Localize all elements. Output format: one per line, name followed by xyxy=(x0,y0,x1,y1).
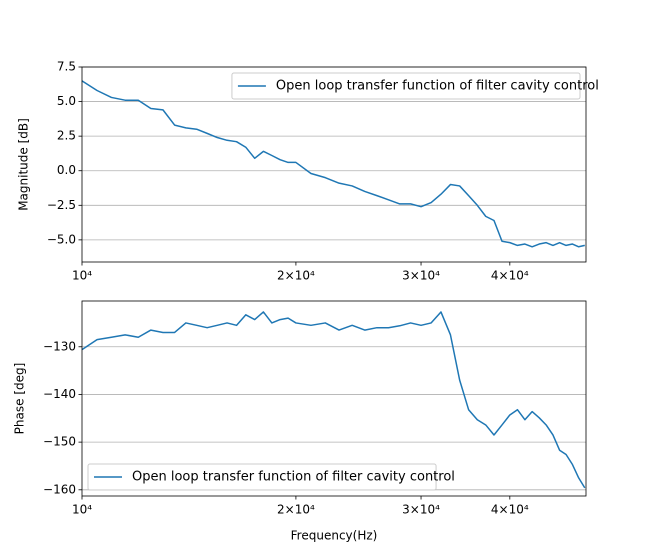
y-tick-label: −140 xyxy=(43,387,76,401)
x-tick-label: 10⁴ xyxy=(72,269,92,283)
y-tick-label: −130 xyxy=(43,339,76,353)
y-axis-label: Phase [deg] xyxy=(13,363,27,435)
legend: Open loop transfer function of filter ca… xyxy=(231,72,599,100)
data-line xyxy=(81,311,586,489)
y-tick-label: 2.5 xyxy=(57,129,76,143)
y-tick-label: −2.5 xyxy=(47,198,76,212)
y-tick-label: −150 xyxy=(43,435,76,449)
x-tick-label: 10⁴ xyxy=(72,503,92,517)
y-tick-label: 7.5 xyxy=(57,60,76,74)
y-tick-label: −5.0 xyxy=(47,232,76,246)
x-tick-label: 4×10⁴ xyxy=(491,269,529,283)
legend-box xyxy=(231,72,581,100)
x-axis-label: Frequency(Hz) xyxy=(291,529,378,543)
legend-label: Open loop transfer function of filter ca… xyxy=(132,470,455,485)
x-tick-label: 2×10⁴ xyxy=(277,269,315,283)
x-tick-label: 3×10⁴ xyxy=(402,503,440,517)
axes-frame xyxy=(81,66,587,263)
x-tick-label: 3×10⁴ xyxy=(402,269,440,283)
y-tick-label: 0.0 xyxy=(57,163,76,177)
x-tick-label: 4×10⁴ xyxy=(491,503,529,517)
legend: Open loop transfer function of filter ca… xyxy=(87,463,455,491)
legend-box xyxy=(87,463,437,491)
y-axis-label: Magnitude [dB] xyxy=(17,118,31,211)
legend-label: Open loop transfer function of filter ca… xyxy=(276,79,599,94)
y-tick-label: −160 xyxy=(43,482,76,496)
y-tick-label: 5.0 xyxy=(57,94,76,108)
x-tick-label: 2×10⁴ xyxy=(277,503,315,517)
data-line xyxy=(81,80,585,248)
axes-frame xyxy=(81,300,587,497)
